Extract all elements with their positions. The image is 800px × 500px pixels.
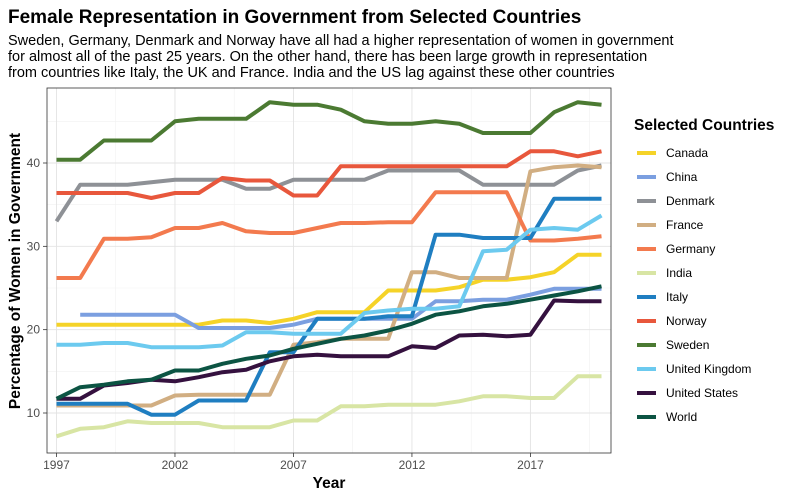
x-tick-label: 2007: [280, 458, 307, 472]
legend-label: World: [666, 410, 697, 424]
series-line-germany: [56, 190, 602, 280]
chart-subtitle-line-3: from countries like Italy, the UK and Fr…: [8, 65, 615, 81]
legend-label: United States: [666, 386, 738, 400]
x-tick-label: 2017: [517, 458, 544, 472]
legend-label: Sweden: [666, 338, 709, 352]
legend-label: China: [666, 170, 698, 184]
x-tick-label: 2012: [399, 458, 426, 472]
x-axis-ticks: 1997 2002 2007 2012 2017: [43, 453, 544, 472]
series-lines: [54, 100, 603, 439]
x-tick-label: 2002: [162, 458, 189, 472]
x-axis-title: Year: [313, 475, 346, 492]
legend-title: Selected Countries: [634, 117, 774, 134]
chart-subtitle-line-2: for almost all of the past 25 years. On …: [8, 49, 647, 65]
legend-label: United Kingdom: [666, 362, 751, 376]
series-line-sweden: [56, 100, 602, 162]
series-line-world: [55, 284, 602, 401]
chart-title: Female Representation in Government from…: [8, 7, 581, 28]
series-line-canada: [56, 252, 602, 327]
y-axis-ticks: 10 20 30 40: [27, 156, 47, 420]
y-axis-title: Percentage of Women in Government: [7, 133, 24, 409]
legend-label: Italy: [666, 290, 688, 304]
y-tick-label: 20: [27, 323, 41, 337]
legend: Canada China Denmark France Germany India Ital…: [637, 146, 751, 424]
legend-label: Germany: [666, 242, 715, 256]
y-tick-label: 30: [27, 239, 41, 253]
legend-label: India: [666, 266, 692, 280]
y-tick-label: 10: [27, 406, 41, 420]
y-tick-label: 40: [27, 156, 41, 170]
series-line-norway: [56, 149, 602, 200]
x-tick-label: 1997: [43, 458, 70, 472]
series-line-italy: [56, 196, 602, 417]
series-line-india: [55, 374, 602, 439]
chart-subtitle-line-1: Sweden, Germany, Denmark and Norway have…: [8, 33, 673, 49]
plot-panel-border: [46, 87, 612, 454]
legend-label: Denmark: [666, 194, 716, 208]
legend-label: France: [666, 218, 704, 232]
legend-label: Canada: [666, 146, 708, 160]
series-line-united-kingdom: [56, 213, 603, 350]
legend-label: Norway: [666, 314, 707, 328]
